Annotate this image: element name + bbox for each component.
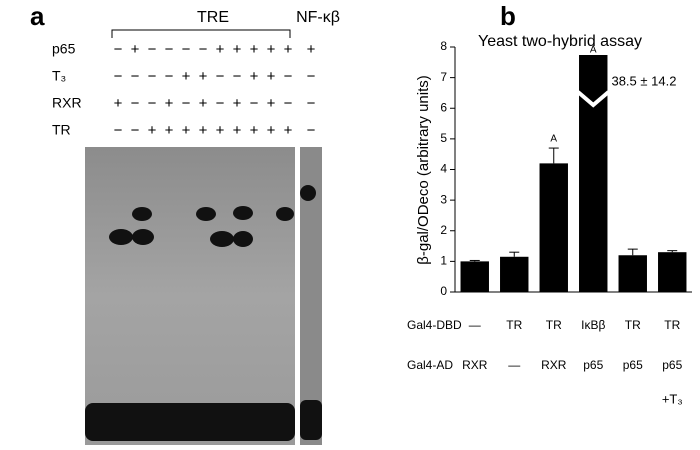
sign: − bbox=[114, 122, 123, 139]
gel bbox=[85, 147, 295, 445]
panel-label: b bbox=[500, 1, 516, 31]
y-tick-label: 3 bbox=[440, 192, 447, 206]
sign: − bbox=[131, 122, 140, 139]
row-item: — bbox=[508, 358, 520, 372]
sign: − bbox=[307, 122, 316, 139]
sign: + bbox=[250, 68, 259, 85]
sign: + bbox=[148, 122, 157, 139]
y-tick-label: 0 bbox=[440, 284, 447, 298]
y-tick-label: 4 bbox=[440, 162, 447, 176]
row-item: — bbox=[469, 318, 481, 332]
sign: − bbox=[307, 68, 316, 85]
y-tick-label: 5 bbox=[440, 131, 447, 145]
row-item: TR bbox=[625, 318, 641, 332]
sign: − bbox=[284, 95, 293, 112]
sign: − bbox=[216, 95, 225, 112]
sign: + bbox=[267, 122, 276, 139]
sign: + bbox=[165, 122, 174, 139]
row-item: p65 bbox=[623, 358, 643, 372]
sign: + bbox=[165, 95, 174, 112]
bar bbox=[618, 255, 647, 292]
sign: + bbox=[216, 41, 225, 58]
sign: − bbox=[165, 41, 174, 58]
bar bbox=[460, 261, 489, 292]
sign: + bbox=[267, 41, 276, 58]
sign: + bbox=[250, 41, 259, 58]
sign: + bbox=[267, 95, 276, 112]
sign: + bbox=[182, 68, 191, 85]
row-item: +T₃ bbox=[662, 391, 683, 406]
sign: + bbox=[233, 41, 242, 58]
sign: − bbox=[233, 68, 242, 85]
sign: − bbox=[284, 68, 293, 85]
gel-nf bbox=[300, 147, 322, 445]
sign: + bbox=[307, 41, 316, 58]
bands bbox=[85, 185, 322, 441]
bar bbox=[658, 252, 687, 292]
row-label: Gal4-DBD bbox=[407, 318, 462, 332]
y-tick-label: 8 bbox=[440, 39, 447, 53]
group-label: NF-κβ bbox=[296, 9, 340, 26]
y-tick-label: 6 bbox=[440, 100, 447, 114]
row-item: RXR bbox=[541, 358, 567, 372]
sign: + bbox=[233, 122, 242, 139]
significance: A bbox=[590, 45, 597, 56]
chart-title: Yeast two-hybrid assay bbox=[478, 33, 642, 50]
group-label: TRE bbox=[197, 9, 229, 26]
row-label: p65 bbox=[52, 41, 76, 57]
sign: + bbox=[182, 122, 191, 139]
row-item: p65 bbox=[583, 358, 603, 372]
row-label: Gal4-AD bbox=[407, 358, 453, 372]
panel-label: a bbox=[30, 1, 45, 31]
sign: − bbox=[114, 41, 123, 58]
sign: + bbox=[199, 95, 208, 112]
sign: + bbox=[199, 122, 208, 139]
sign: − bbox=[131, 68, 140, 85]
significance: A bbox=[550, 134, 557, 145]
axis-break bbox=[576, 90, 610, 108]
sign: − bbox=[216, 68, 225, 85]
y-axis-label: β-gal/ODeco (arbitrary units) bbox=[415, 75, 432, 265]
sign: − bbox=[182, 41, 191, 58]
sign: − bbox=[182, 95, 191, 112]
sign: − bbox=[307, 95, 316, 112]
sign: − bbox=[199, 41, 208, 58]
sign: + bbox=[199, 68, 208, 85]
row-label: TR bbox=[52, 122, 71, 138]
row-item: IκBβ bbox=[581, 318, 605, 332]
sign: + bbox=[284, 41, 293, 58]
sign: − bbox=[148, 41, 157, 58]
sign: + bbox=[216, 122, 225, 139]
sign: − bbox=[165, 68, 174, 85]
bar bbox=[500, 256, 529, 292]
row-label: RXR bbox=[52, 95, 82, 111]
sign: + bbox=[233, 95, 242, 112]
row-item: RXR bbox=[462, 358, 488, 372]
sign: − bbox=[250, 95, 259, 112]
bracket bbox=[111, 29, 291, 38]
row-item: p65 bbox=[662, 358, 682, 372]
sign: + bbox=[131, 41, 140, 58]
row-item: TR bbox=[546, 318, 562, 332]
annotation: 38.5 ± 14.2 bbox=[611, 73, 676, 88]
y-tick-label: 7 bbox=[440, 70, 447, 84]
row-item: TR bbox=[664, 318, 680, 332]
sign: + bbox=[250, 122, 259, 139]
sign: + bbox=[114, 95, 123, 112]
bar bbox=[579, 55, 608, 292]
sign: − bbox=[148, 68, 157, 85]
sign: + bbox=[284, 122, 293, 139]
sign: + bbox=[267, 68, 276, 85]
sign: − bbox=[148, 95, 157, 112]
row-label: T₃ bbox=[52, 68, 66, 84]
row-item: TR bbox=[506, 318, 522, 332]
y-tick-label: 2 bbox=[440, 223, 447, 237]
y-tick-label: 1 bbox=[440, 254, 447, 268]
bar bbox=[539, 163, 568, 292]
sign: − bbox=[114, 68, 123, 85]
sign: − bbox=[131, 95, 140, 112]
